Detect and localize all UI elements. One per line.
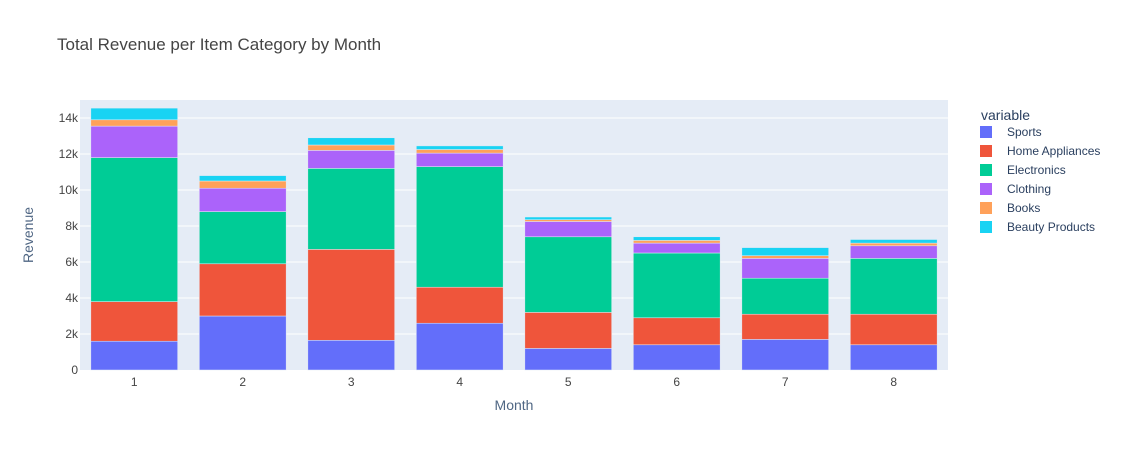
x-axis-title: Month: [495, 397, 534, 413]
bar-segment[interactable]: [307, 144, 395, 151]
bar-segment[interactable]: [307, 150, 395, 169]
bar-segment[interactable]: [524, 312, 612, 349]
bar-segment[interactable]: [90, 301, 178, 342]
bar-segment[interactable]: [524, 221, 612, 238]
y-tick-label: 14k: [59, 111, 79, 125]
bar-segment[interactable]: [199, 315, 287, 371]
legend-swatch[interactable]: [980, 145, 992, 157]
legend-item-label[interactable]: Home Appliances: [1007, 144, 1100, 158]
bar-segment[interactable]: [416, 149, 504, 154]
bar-segment[interactable]: [633, 242, 721, 254]
x-tick-label: 5: [565, 375, 572, 389]
bar-segment[interactable]: [416, 166, 504, 288]
y-tick-label: 12k: [59, 147, 79, 161]
y-tick-label: 10k: [59, 183, 79, 197]
y-tick-label: 0: [71, 363, 78, 377]
bar-segment[interactable]: [524, 348, 612, 371]
bar-segment[interactable]: [850, 313, 938, 346]
x-tick-label: 3: [348, 375, 355, 389]
bar-segment[interactable]: [90, 119, 178, 127]
bar-segment[interactable]: [307, 340, 395, 371]
bar-segment[interactable]: [524, 219, 612, 222]
x-tick-label: 8: [890, 375, 897, 389]
bar-stacks: [90, 107, 938, 371]
legend-item-label[interactable]: Books: [1007, 201, 1040, 215]
bar-segment[interactable]: [633, 344, 721, 371]
bar-segment[interactable]: [850, 258, 938, 315]
bar-segment[interactable]: [199, 187, 287, 212]
y-axis-title: Revenue: [20, 207, 36, 263]
legend-swatch[interactable]: [980, 202, 992, 214]
bar-segment[interactable]: [199, 211, 287, 265]
bar-segment[interactable]: [524, 216, 612, 220]
legend-swatch[interactable]: [980, 126, 992, 138]
bar-segment[interactable]: [741, 277, 829, 315]
bar-segment[interactable]: [741, 339, 829, 371]
bar-segment[interactable]: [416, 152, 504, 167]
legend-item-label[interactable]: Sports: [1007, 125, 1042, 139]
bar-segment[interactable]: [416, 286, 504, 324]
bar-segment[interactable]: [416, 145, 504, 150]
bar-segment[interactable]: [416, 322, 504, 371]
y-tick-label: 2k: [65, 327, 79, 341]
y-tick-label: 6k: [65, 255, 79, 269]
bar-segment[interactable]: [633, 317, 721, 346]
y-tick-label: 8k: [65, 219, 79, 233]
bar-segment[interactable]: [850, 239, 938, 244]
x-tick-label: 4: [456, 375, 463, 389]
bar-segment[interactable]: [741, 255, 829, 259]
legend-item-label[interactable]: Clothing: [1007, 182, 1051, 196]
bar-segment[interactable]: [199, 175, 287, 182]
bar-segment[interactable]: [633, 236, 721, 241]
y-tick-label: 4k: [65, 291, 79, 305]
x-tick-label: 6: [673, 375, 680, 389]
legend-item-label[interactable]: Beauty Products: [1007, 220, 1095, 234]
bar-segment[interactable]: [90, 157, 178, 302]
bar-segment[interactable]: [850, 245, 938, 259]
legend-swatch[interactable]: [980, 164, 992, 176]
bar-segment[interactable]: [307, 249, 395, 341]
bar-segment[interactable]: [850, 242, 938, 247]
x-tick-label: 2: [239, 375, 246, 389]
x-axis-ticks: 1 2 3 4 5 6 7 8: [131, 375, 898, 389]
x-tick-label: 1: [131, 375, 138, 389]
bar-segment[interactable]: [90, 340, 178, 371]
legend-title: variable: [981, 107, 1030, 123]
legend-item-label[interactable]: Electronics: [1007, 163, 1066, 177]
bar-segment[interactable]: [850, 344, 938, 371]
bar-segment[interactable]: [199, 180, 287, 189]
bar-segment[interactable]: [307, 168, 395, 250]
bar-segment[interactable]: [90, 125, 178, 158]
bar-segment[interactable]: [741, 247, 829, 256]
bar-segment[interactable]: [199, 263, 287, 317]
bar-segment[interactable]: [741, 313, 829, 340]
y-axis-ticks: 0 2k 4k 6k 8k 10k 12k 14k: [59, 111, 79, 377]
legend-swatch[interactable]: [980, 183, 992, 195]
legend: variable Sports Home Appliances Electronic…: [980, 107, 1100, 234]
legend-swatch[interactable]: [980, 221, 992, 233]
bar-segment[interactable]: [524, 236, 612, 313]
bar-segment[interactable]: [633, 252, 721, 319]
bar-segment[interactable]: [741, 258, 829, 279]
chart-title: Total Revenue per Item Category by Month: [57, 35, 381, 54]
bar-segment[interactable]: [307, 137, 395, 146]
bar-segment[interactable]: [90, 107, 178, 121]
bar-segment[interactable]: [633, 240, 721, 244]
x-tick-label: 7: [782, 375, 789, 389]
